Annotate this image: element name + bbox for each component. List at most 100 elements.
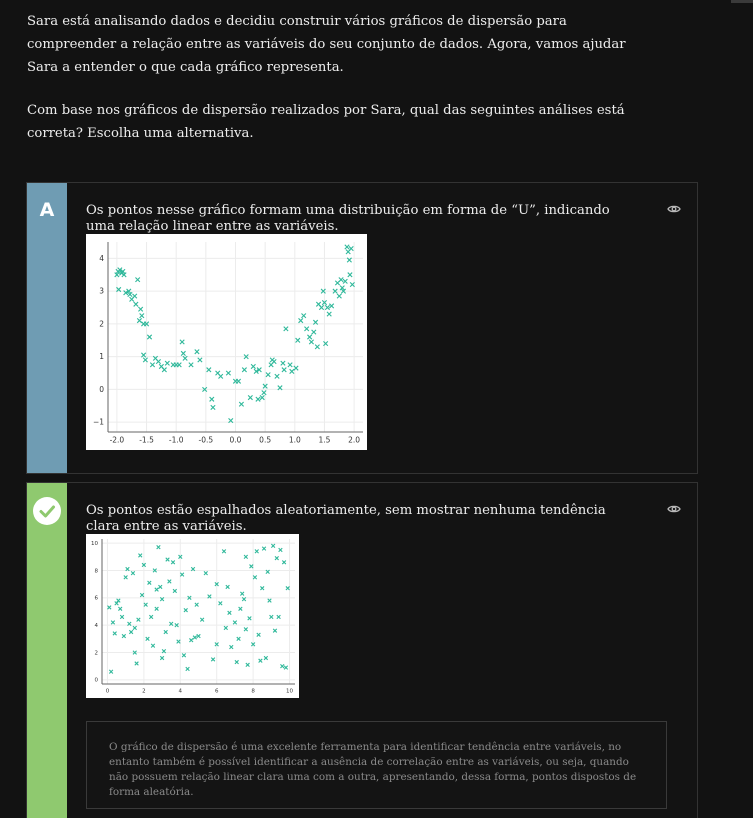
scatter-point [179,572,185,577]
scatter-point [132,650,137,655]
y-tick-label: 4 [99,254,104,263]
scatter-point [194,349,200,355]
scatter-point [152,568,157,573]
scatter-point [227,610,232,616]
y-tick-label: 4 [95,623,99,629]
scatter-point [125,566,130,572]
scatter-point [271,358,277,365]
scatter-point [130,571,136,576]
scatter-point [225,370,231,376]
scatter-point [339,285,345,291]
scatter-point [321,300,328,306]
y-tick-label: 2 [99,319,104,328]
y-tick-label: 3 [99,287,104,296]
scatter-point [236,636,241,642]
scatter-point [258,658,263,663]
scatter-point [140,352,147,358]
scatter-point [183,607,188,613]
scatter-point [234,659,239,665]
scatter-point [255,396,261,402]
scatter-point [285,586,290,591]
scatter-point [188,362,194,368]
option-b-text: Os pontos estão espalhados aleatoriament… [86,503,606,534]
scatter-point [142,357,148,363]
option-a-card[interactable]: A Os pontos nesse gráfico formam uma dis… [26,182,698,474]
scatter-point [262,383,268,389]
x-tick-label: 10 [286,689,293,695]
scatter-point [281,367,287,373]
scatter-point [138,306,144,312]
y-tick-label: −1 [93,418,104,427]
scatter-point [154,587,159,592]
scatter-point [108,669,114,674]
eye-icon[interactable] [667,501,681,515]
scatter-point [167,579,172,584]
scatter-point [207,594,212,599]
x-tick-label: 0 [106,689,110,695]
scatter-point [136,617,141,622]
scatter-point [107,605,112,610]
scatter-point [254,549,259,554]
scatter-point [164,360,170,366]
scatter-point [338,277,344,283]
scatter-point [229,644,234,650]
scatter-point [128,629,134,635]
question-paragraph-2: Com base nos gráficos de dispersão reali… [27,103,625,141]
scatter-point [348,245,354,252]
option-b-card[interactable]: Os pontos estão espalhados aleatoriament… [26,482,698,818]
scatter-point [221,549,227,554]
scatter-point [349,281,355,288]
scatter-point [278,547,283,553]
scatter-point [143,321,150,327]
scatter-point [189,638,194,643]
scatter-point [116,286,122,293]
scatter-point [168,621,174,627]
top-bar [0,0,753,4]
scatter-point [187,595,192,601]
scatter-point [135,277,141,283]
scatter-point [261,390,267,396]
scatter-point [159,596,165,602]
scatter-point [259,395,265,401]
scatter-point [165,557,170,562]
scatter-point [132,625,137,631]
option-b-side-bar [27,483,67,818]
scatter-point [241,367,247,373]
scatter-point [318,304,325,311]
option-a-letter: A [39,199,55,221]
scatter-point [121,633,127,639]
scatter-point [150,643,156,648]
top-corner-tab [731,0,753,3]
scatter-point [203,571,208,576]
scatter-point [256,632,261,637]
scatter-point [147,580,152,585]
scatter-point [240,591,245,596]
scatter-point [270,543,276,549]
scatter-point [307,334,313,340]
scatter-point [283,665,289,670]
question-text: Sara está analisando dados e decidiu con… [27,10,647,145]
option-a-side-bar: A [27,183,67,473]
scatter-point [323,340,329,347]
scatter-point [347,272,353,278]
scatter-point [225,584,230,590]
scatter-point [276,614,281,620]
scatter-point [163,629,168,635]
scatter-point [328,303,335,309]
scatter-point [172,588,178,594]
scatter-point [228,417,234,424]
x-tick-label: 1.0 [289,436,301,445]
scatter-point [127,291,133,298]
y-tick-label: 2 [95,650,99,656]
scatter-point [199,617,205,622]
random-scatter-chart: 0 2 4 6 8 10 0 2 4 6 8 10 [86,534,299,698]
eye-icon[interactable] [667,201,681,215]
scatter-point [265,569,270,575]
scatter-point [176,362,182,368]
x-tick-label: 2.0 [348,436,360,445]
scatter-point [210,404,216,411]
question-paragraph-1: Sara está analisando dados e decidiu con… [27,14,626,75]
scatter-point [218,601,223,606]
scatter-point [214,581,219,587]
scatter-point [181,653,187,658]
